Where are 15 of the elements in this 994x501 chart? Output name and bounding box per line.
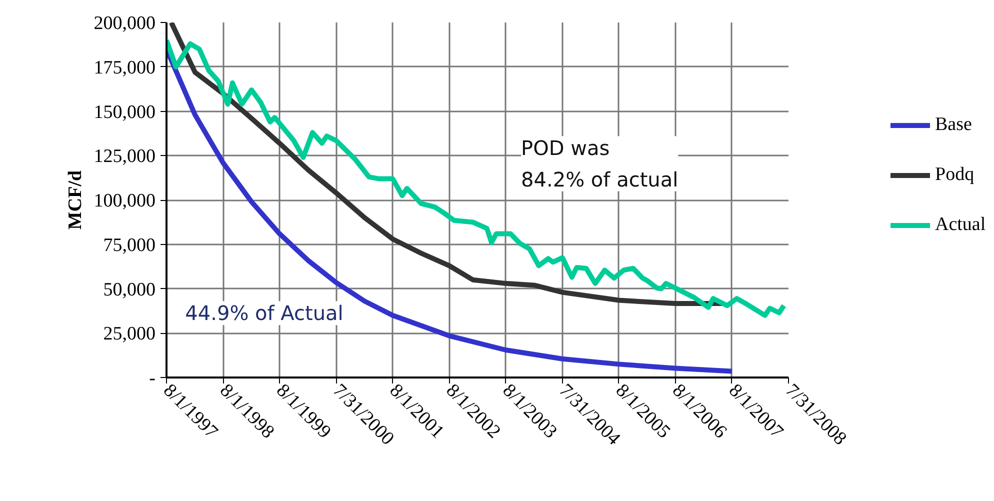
annotation: POD was 84.2% of actual bbox=[521, 136, 678, 192]
y-tick-label: 150,000 bbox=[94, 102, 156, 123]
y-tick-label: - bbox=[149, 368, 156, 389]
y-axis-title: MCF/d bbox=[64, 170, 86, 230]
legend-label: Podq bbox=[935, 164, 974, 186]
y-tick-label: 75,000 bbox=[103, 234, 156, 256]
legend-label: Base bbox=[935, 114, 972, 136]
y-tick-label: 125,000 bbox=[94, 146, 156, 168]
y-tick-label: 200,000 bbox=[94, 13, 156, 34]
legend-label: Actual bbox=[935, 214, 986, 236]
y-tick-label: 175,000 bbox=[94, 57, 156, 78]
y-tick-label: 25,000 bbox=[103, 324, 156, 345]
annotation: 44.9% of Actual bbox=[185, 301, 344, 326]
y-tick-label: 100,000 bbox=[94, 190, 156, 212]
y-tick-label: 50,000 bbox=[103, 279, 156, 300]
